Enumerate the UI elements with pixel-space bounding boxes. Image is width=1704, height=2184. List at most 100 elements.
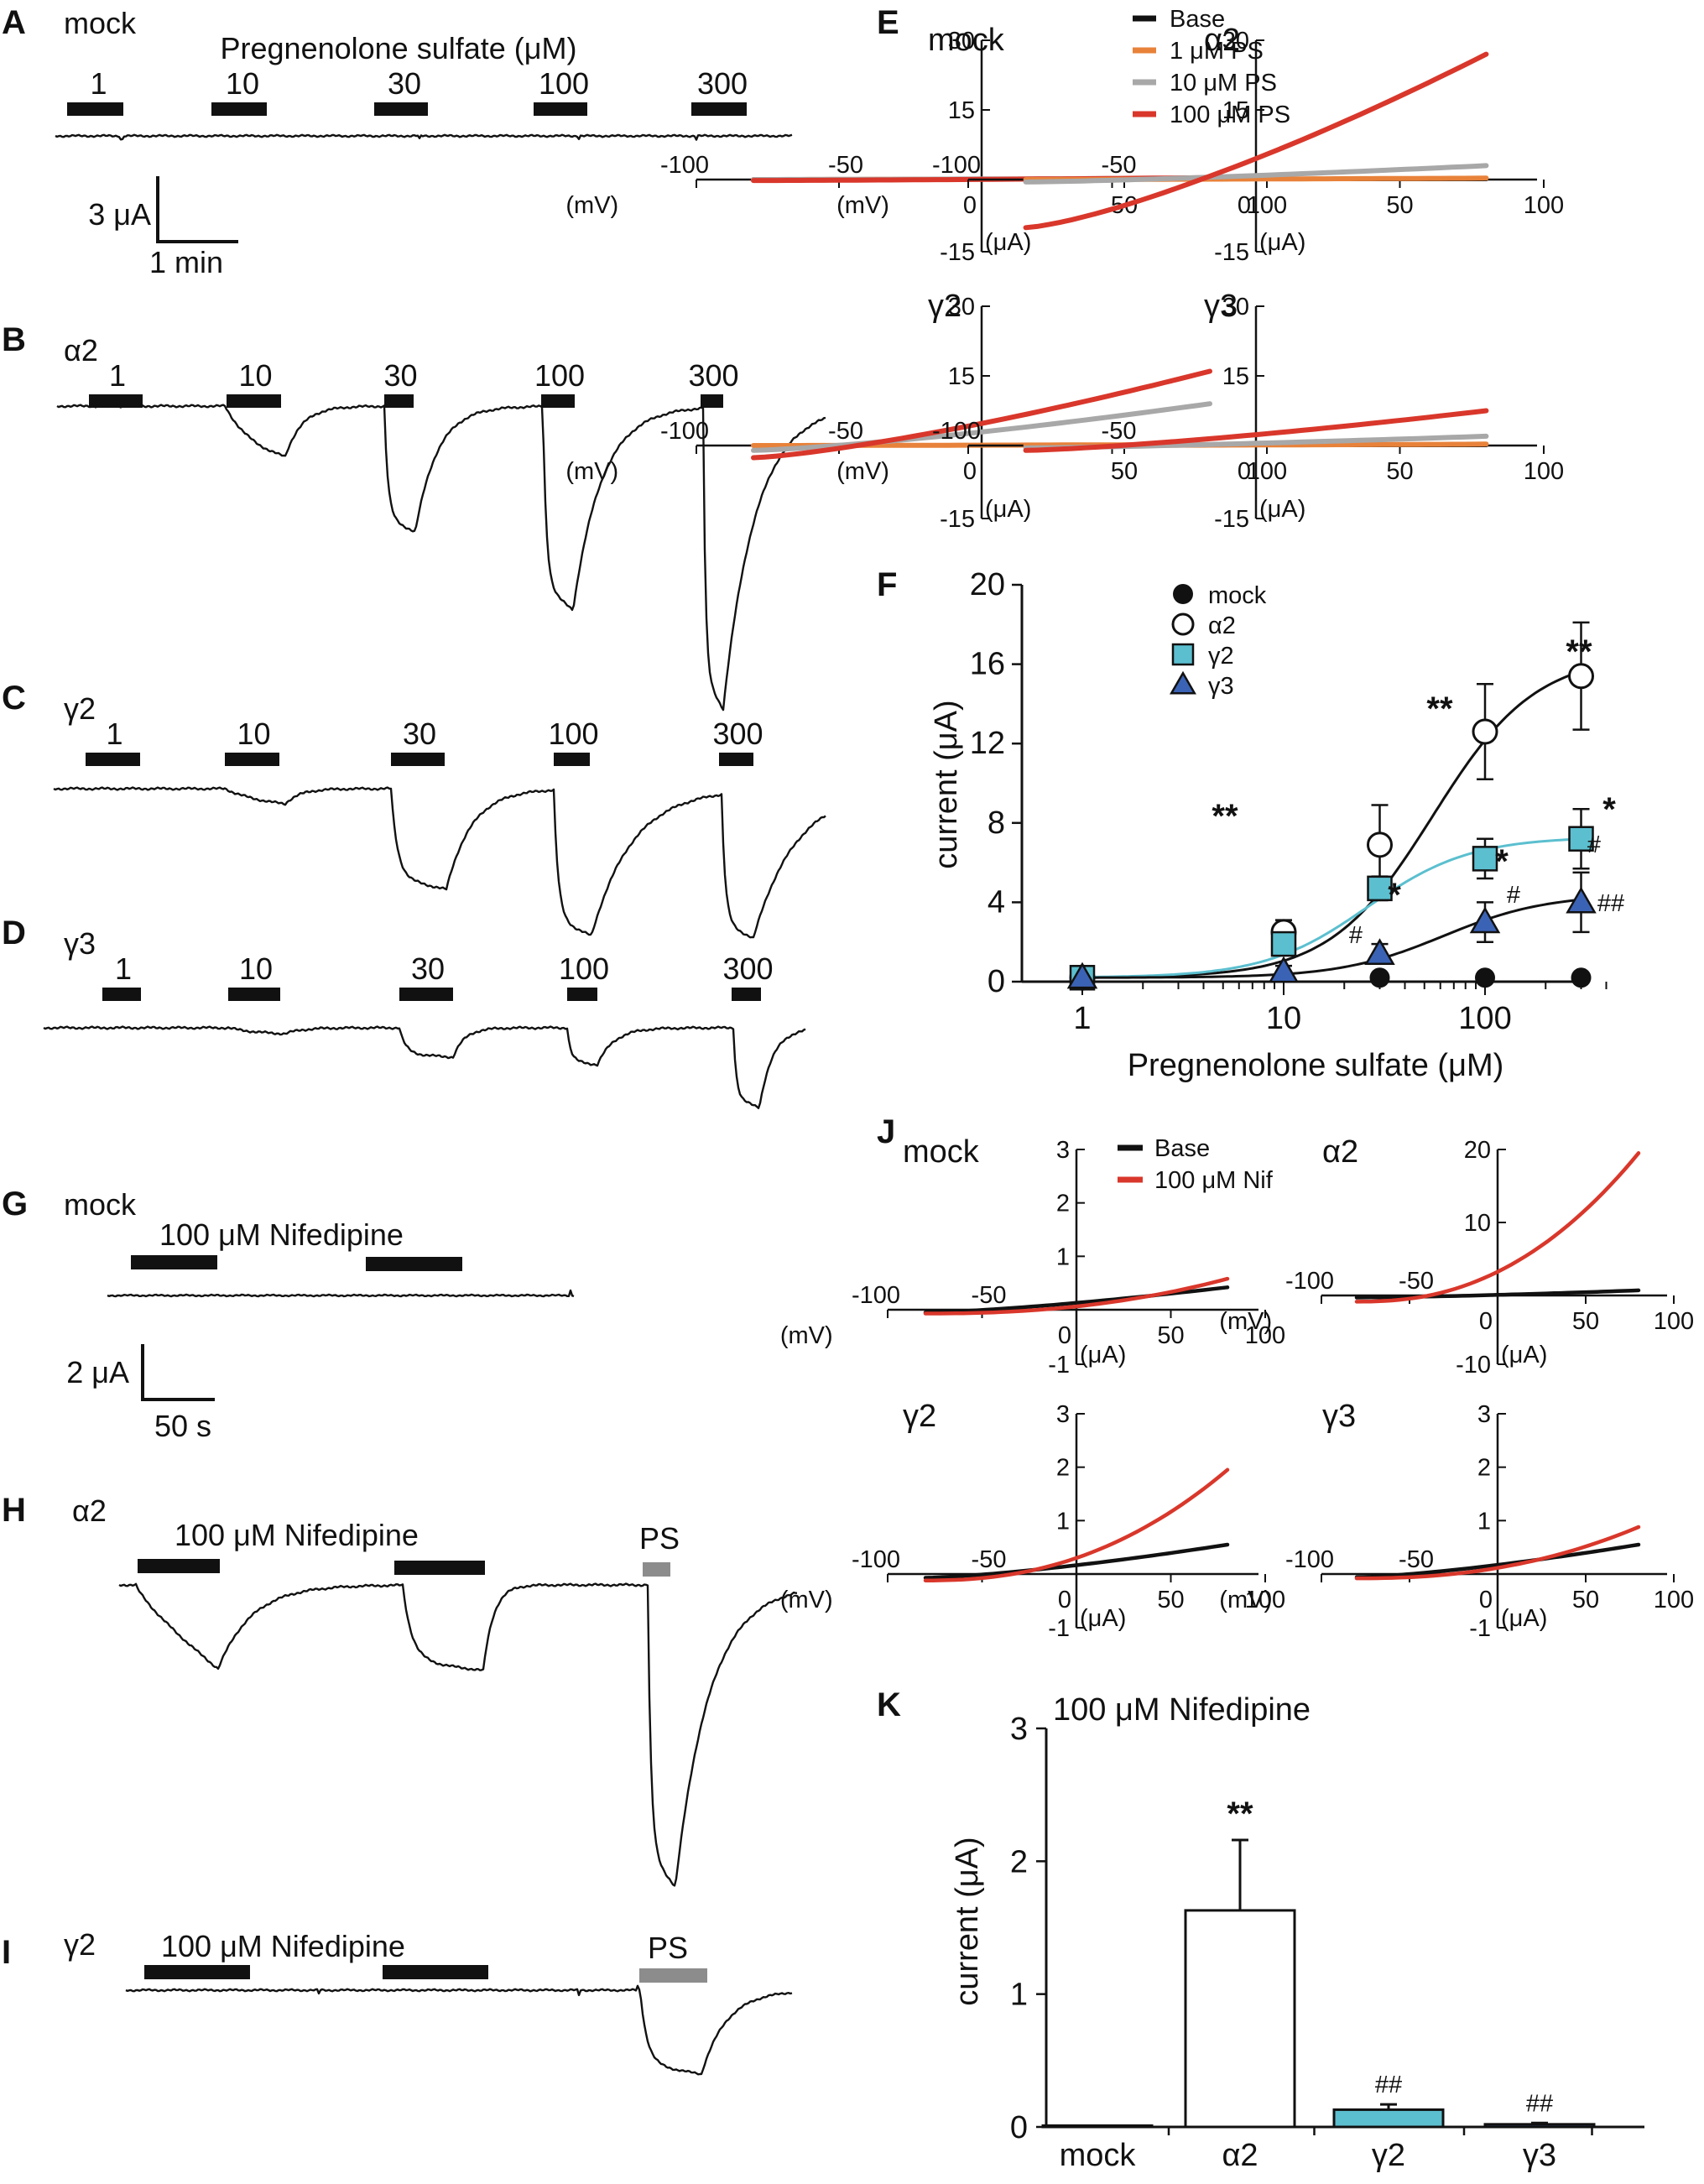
iv-y-tick-label-j-g3-2: 1: [1477, 1508, 1491, 1535]
ps-bar-i: [639, 1968, 707, 1983]
f-annotation-6: #: [1349, 922, 1363, 949]
iv-curve-e-g3-3: [1023, 408, 1489, 453]
iv-x-tick-label-j-g2-2: 0: [1058, 1587, 1071, 1613]
iv-x-tick-label-e-a2-3: 50: [1386, 192, 1413, 219]
dose-label-d-4: 100: [559, 951, 609, 986]
iv-curve-e-g2-2: [751, 401, 1212, 453]
iv-y-tick-label-j-g3-0: 3: [1477, 1401, 1491, 1428]
dose-bar-c-3: [391, 753, 445, 766]
panel-letter-c: C: [2, 680, 26, 717]
iv-x-tick-label-j-g2-1: -50: [972, 1546, 1007, 1573]
iv-y-tick-label-j-a2-0: 20: [1464, 1137, 1491, 1164]
dose-label-b-5: 300: [688, 358, 738, 393]
legend-e-label-3: 100 μM PS: [1170, 102, 1290, 128]
dose-bar-a-3: [374, 102, 428, 116]
drug-bar-g-2: [366, 1257, 462, 1271]
f-x-tick-label-0: 1: [1073, 1001, 1091, 1036]
iv-x-tick-label-j-g2-4: 100: [1245, 1587, 1285, 1613]
dose-label-d-2: 10: [239, 951, 273, 986]
iv-x-tick-label-e-g2-1: -50: [828, 418, 863, 445]
dose-bar-a-1: [67, 102, 123, 116]
dose-label-d-5: 300: [722, 951, 773, 986]
dose-label-a-1: 1: [90, 66, 107, 101]
iv-y-unit-j-g3: (μA): [1501, 1605, 1547, 1632]
dose-bar-a-5: [691, 102, 747, 116]
iv-group-label-j-g3: γ3: [1322, 1399, 1356, 1434]
dose-label-a-5: 300: [697, 66, 748, 101]
k-significance-2: ##: [1375, 2072, 1402, 2098]
iv-x-tick-label-j-g3-1: -50: [1399, 1546, 1434, 1573]
iv-y-tick-label-j-mock-1: 2: [1056, 1191, 1070, 1217]
iv-y-tick-label-e-g2-1: 15: [948, 363, 975, 390]
f-y-axis-title: current (μA): [929, 700, 964, 868]
f-annotation-1: **: [1426, 691, 1453, 727]
panel-letter-i: I: [2, 1934, 11, 1971]
panel-h-drug-label: 100 μM Nifedipine: [175, 1518, 419, 1552]
f-y-tick-label-0: 0: [987, 964, 1005, 999]
f-annotation-5: *: [1602, 791, 1616, 828]
dose-bar-d-2: [228, 988, 280, 1001]
iv-y-tick-label-j-g3-1: 2: [1477, 1455, 1491, 1482]
iv-curve-j-g3-1: [1354, 1525, 1641, 1581]
dose-label-c-2: 10: [237, 717, 270, 751]
panel-letter-g: G: [2, 1186, 28, 1222]
panel-letter-a: A: [2, 4, 26, 41]
f-point-3-4: [1566, 886, 1597, 914]
iv-curve-e-a2-2: [1023, 163, 1489, 185]
iv-y-tick-label-e-g3-2: -15: [1214, 506, 1249, 533]
panel-c-group: γ2: [64, 691, 96, 726]
iv-group-label-j-mock: mock: [903, 1134, 980, 1170]
iv-x-unit-j-a2: (mV): [1219, 1308, 1272, 1335]
iv-y-tick-label-e-a2-0: 30: [1222, 28, 1249, 55]
dose-response-chart: F 0 4 8 12 16 20 1 10 100 Pregnenolone sulfate (μM…: [877, 566, 1624, 1083]
iv-x-tick-label-j-mock-1: -50: [972, 1282, 1007, 1309]
k-significance-3: ##: [1526, 2090, 1553, 2117]
f-point-0-2: [1369, 967, 1390, 988]
iv-y-tick-label-e-a2-2: -15: [1214, 239, 1249, 266]
f-point-0-4: [1571, 967, 1592, 988]
iv-y-tick-label-j-mock-2: 1: [1056, 1243, 1070, 1270]
iv-y-tick-label-e-g2-2: -15: [940, 506, 975, 533]
f-point-2-4: [1568, 826, 1594, 852]
panel-g-group: mock: [64, 1187, 137, 1222]
iv-x-tick-label-j-mock-0: -100: [852, 1282, 900, 1309]
iv-y-tick-label-j-mock-3: -1: [1048, 1352, 1070, 1379]
trace-d: [43, 1025, 806, 1109]
panel-i-ps-label: PS: [648, 1931, 688, 1965]
k-bar-0: [1041, 2124, 1154, 2129]
f-x-tick-label-1: 10: [1266, 1001, 1301, 1036]
iv-y-tick-label-j-g2-3: -1: [1048, 1615, 1070, 1642]
dose-bar-b-3: [384, 394, 414, 408]
panel-a-title: Pregnenolone sulfate (μM): [221, 31, 577, 65]
dose-label-c-5: 300: [712, 717, 763, 751]
dose-label-a-3: 30: [388, 66, 421, 101]
iv-y-unit-e-mock: (μA): [985, 229, 1031, 256]
f-fit-3: [1082, 898, 1582, 979]
dose-label-b-2: 10: [238, 358, 272, 393]
iv-x-tick-label-e-a2-1: -50: [1102, 152, 1137, 179]
iv-curve-j-a2-1: [1354, 1151, 1641, 1304]
trace-i-g2: [125, 1984, 793, 2076]
scale-a-y-label: 3 μA: [88, 197, 151, 232]
iv-x-tick-label-j-g3-3: 50: [1572, 1587, 1599, 1613]
iv-y-tick-label-j-a2-2: -10: [1456, 1352, 1491, 1379]
iv-y-unit-e-g3: (μA): [1259, 496, 1305, 523]
iv-curve-j-mock-0: [923, 1285, 1230, 1315]
trace-a-mock: [55, 133, 793, 141]
panel-letter-h: H: [2, 1492, 26, 1529]
dose-bar-c-5: [719, 753, 753, 766]
iv-group-label-e-g2: γ2: [928, 289, 961, 324]
drug-bar-i-1: [144, 1965, 250, 1979]
k-y-tick-label-2: 2: [1010, 1844, 1028, 1879]
dose-bar-b-2: [227, 394, 281, 408]
iv-x-tick-label-j-g2-3: 50: [1157, 1587, 1184, 1613]
trace-b: [56, 404, 826, 711]
iv-x-tick-label-j-g3-2: 0: [1479, 1587, 1493, 1613]
iv-x-tick-label-e-g3-0: -100: [932, 418, 981, 445]
iv-y-tick-label-e-mock-0: 30: [948, 28, 975, 55]
k-category-label-2: γ2: [1372, 2138, 1405, 2173]
f-legend-label-1: α2: [1208, 612, 1236, 639]
panel-h-ps-label: PS: [639, 1521, 680, 1556]
